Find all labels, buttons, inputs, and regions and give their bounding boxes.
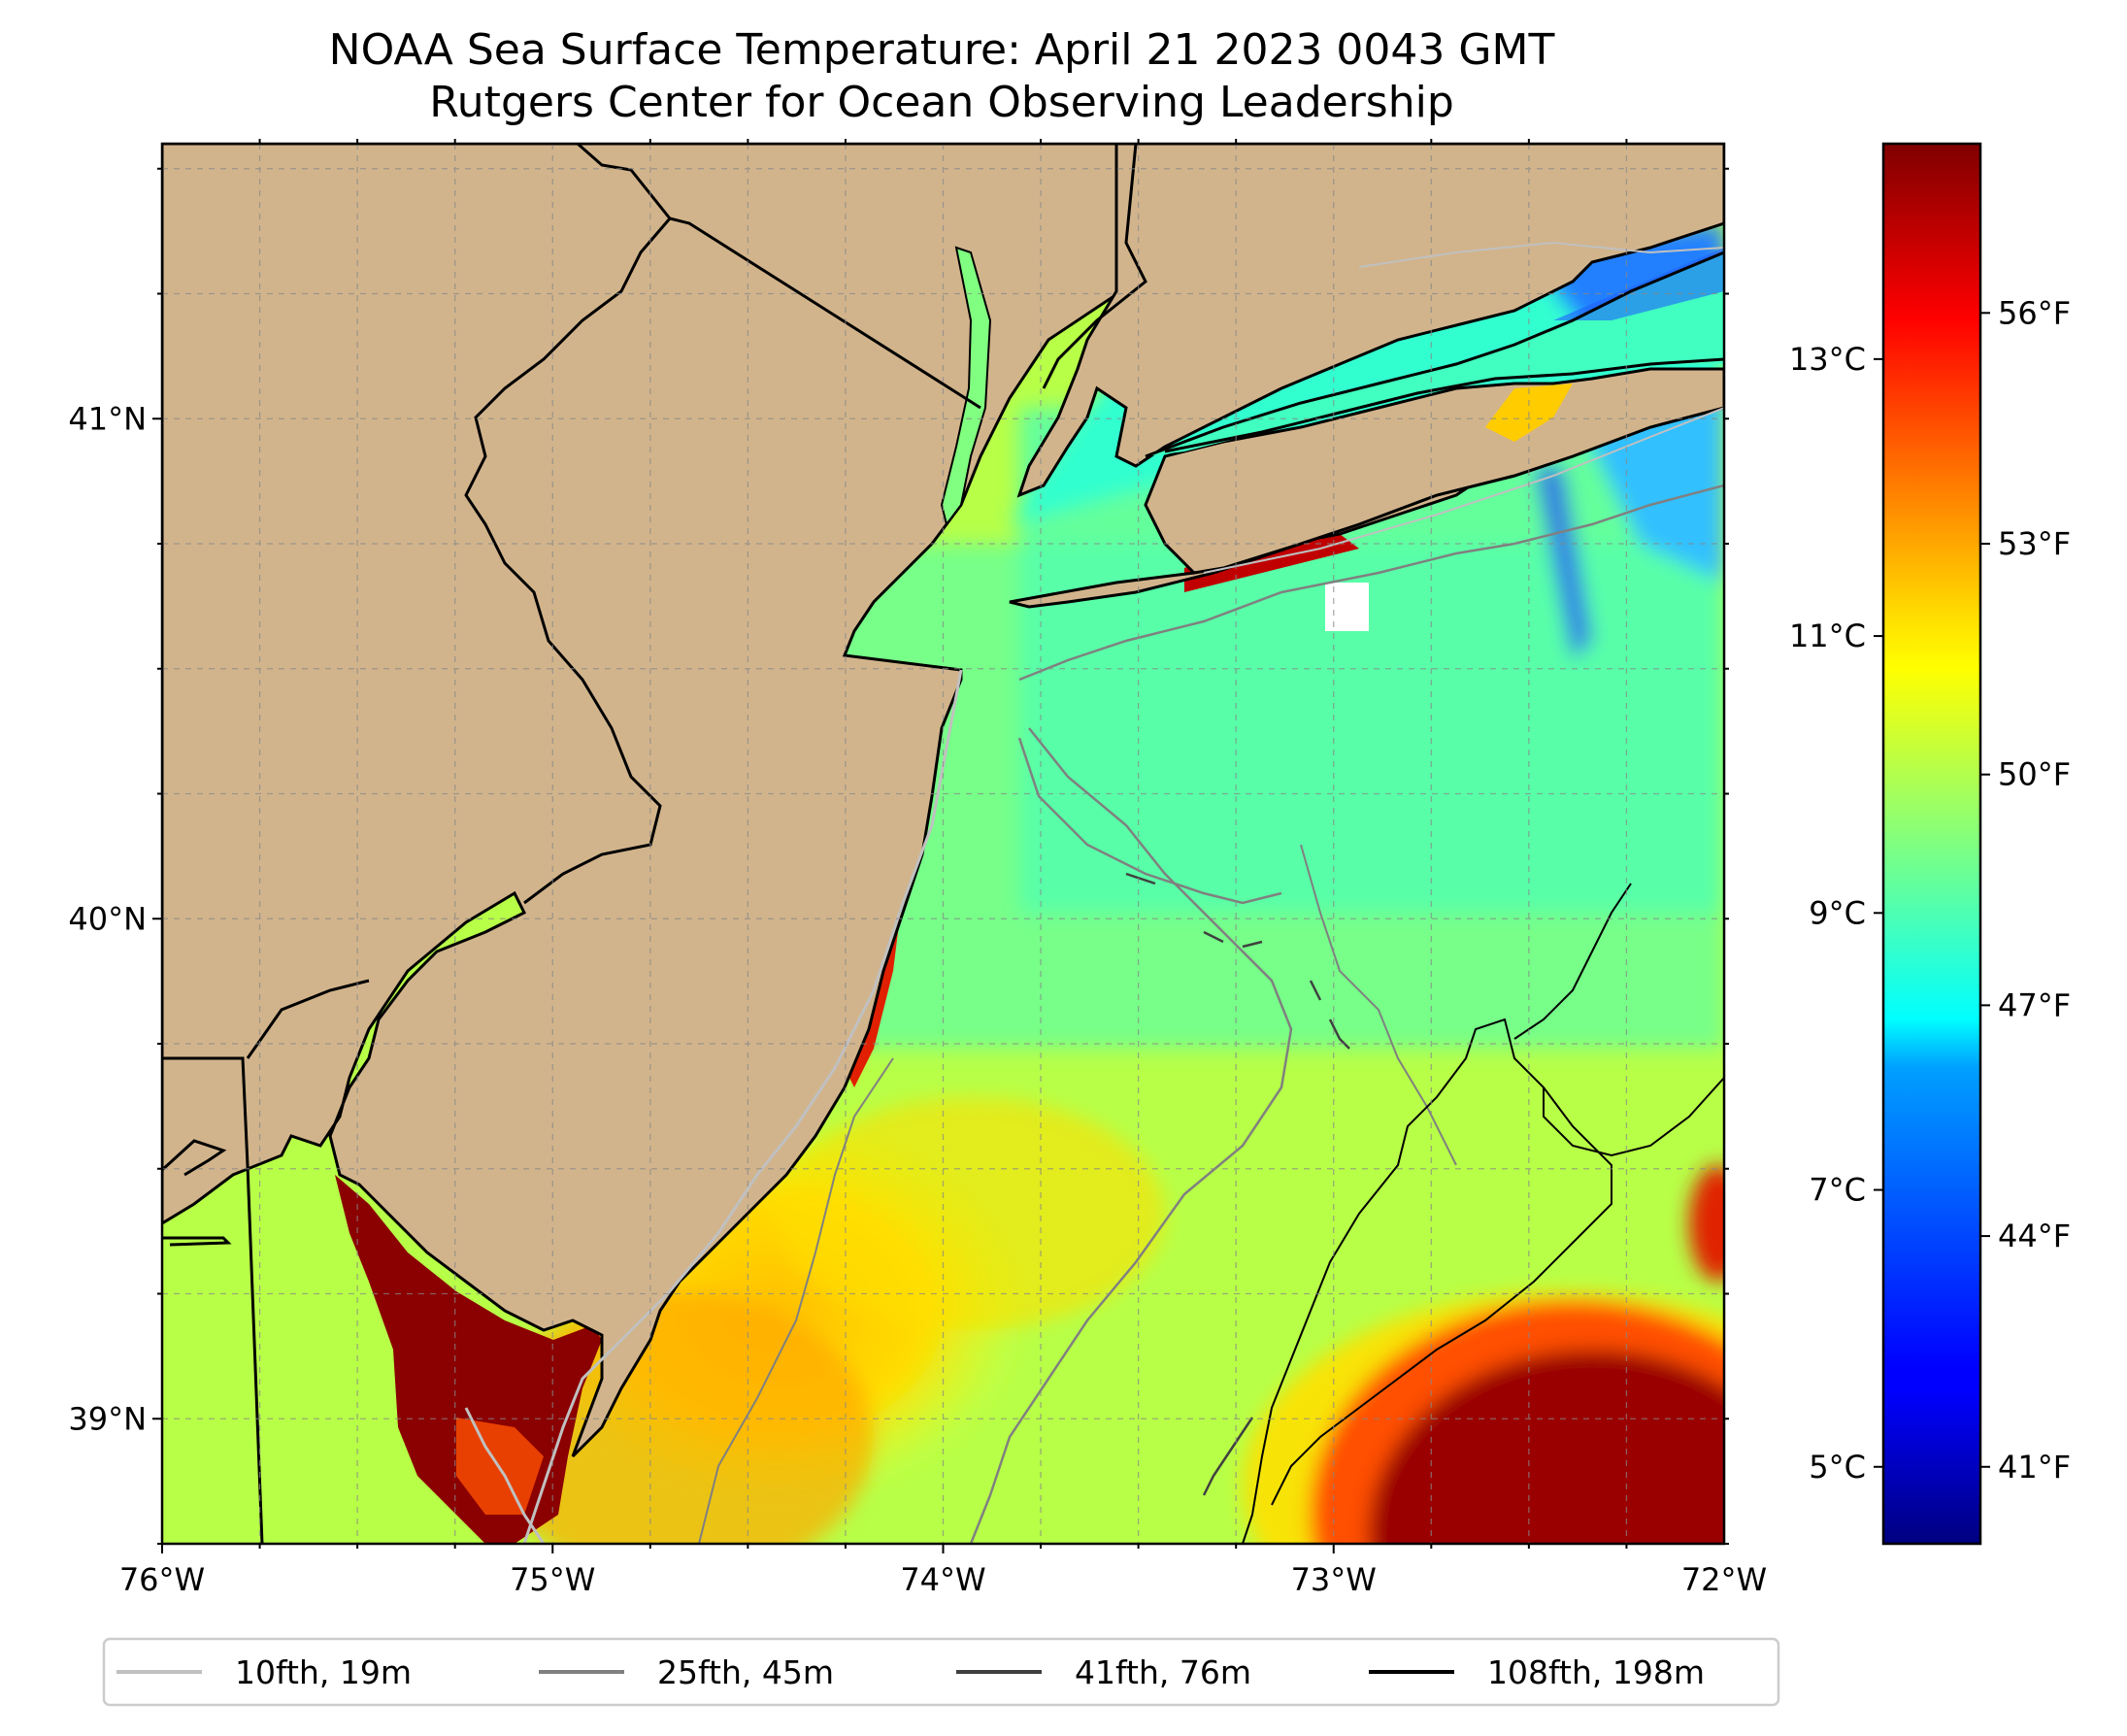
legend-label: 25fth, 45m xyxy=(657,1653,834,1691)
isobath-10fth xyxy=(522,669,963,1544)
map-axis-ticks: 76°W 75°W 74°W 73°W 72°W 41°N 40°N 39°N xyxy=(68,139,1767,1598)
fahrenheit-tick-label: 50°F xyxy=(1998,756,2071,793)
lon-tick-label: 75°W xyxy=(510,1561,595,1598)
lon-tick-label: 73°W xyxy=(1291,1561,1377,1598)
legend: 10fth, 19m 25fth, 45m 41fth, 76m 108fth, 19… xyxy=(102,1637,1780,1707)
map-panel xyxy=(162,144,1724,1544)
celsius-tick-label: 5°C xyxy=(1809,1449,1866,1486)
lon-tick-label: 72°W xyxy=(1681,1561,1767,1598)
land-mainland xyxy=(162,144,1138,1458)
fahrenheit-tick-label: 56°F xyxy=(1998,294,2071,331)
colorbar: 5°C 7°C 9°C 11°C 13°C 41°F 44°F 47°F 50°F 53°F 56°… xyxy=(1789,142,2071,1546)
lon-tick-label: 74°W xyxy=(900,1561,985,1598)
missing-data-patch xyxy=(1325,583,1369,631)
legend-label: 41fth, 76m xyxy=(1075,1653,1251,1691)
fahrenheit-tick-label: 41°F xyxy=(1998,1449,2071,1486)
legend-label: 108fth, 198m xyxy=(1487,1653,1705,1691)
celsius-tick-label: 9°C xyxy=(1809,894,1866,931)
isobath-contours xyxy=(464,241,1724,1544)
lat-tick-label: 40°N xyxy=(68,900,147,937)
fahrenheit-tick-label: 53°F xyxy=(1998,525,2071,562)
fahrenheit-tick-label: 47°F xyxy=(1998,986,2071,1023)
land-new-england xyxy=(1016,144,1724,498)
colorbar-gradient xyxy=(1881,142,1982,1546)
celsius-tick-label: 7°C xyxy=(1809,1172,1866,1209)
isobath-25fth xyxy=(1017,737,1282,905)
lat-tick-label: 41°N xyxy=(68,400,147,437)
map-subtitle: Rutgers Center for Ocean Observing Leade… xyxy=(429,78,1454,127)
legend-box xyxy=(102,1637,1780,1707)
isobath-108fth xyxy=(1242,1018,1724,1544)
map-title: NOAA Sea Surface Temperature: April 21 2… xyxy=(329,25,1555,75)
lat-tick-label: 39°N xyxy=(68,1400,147,1437)
map-gridlines xyxy=(162,144,1724,1544)
lon-tick-label: 76°W xyxy=(119,1561,205,1598)
isobath-41fth xyxy=(1125,872,1350,1050)
fahrenheit-tick-label: 44°F xyxy=(1998,1218,2071,1254)
celsius-tick-label: 11°C xyxy=(1789,618,1866,654)
celsius-tick-label: 13°C xyxy=(1789,341,1866,378)
legend-label: 10fth, 19m xyxy=(235,1653,412,1691)
